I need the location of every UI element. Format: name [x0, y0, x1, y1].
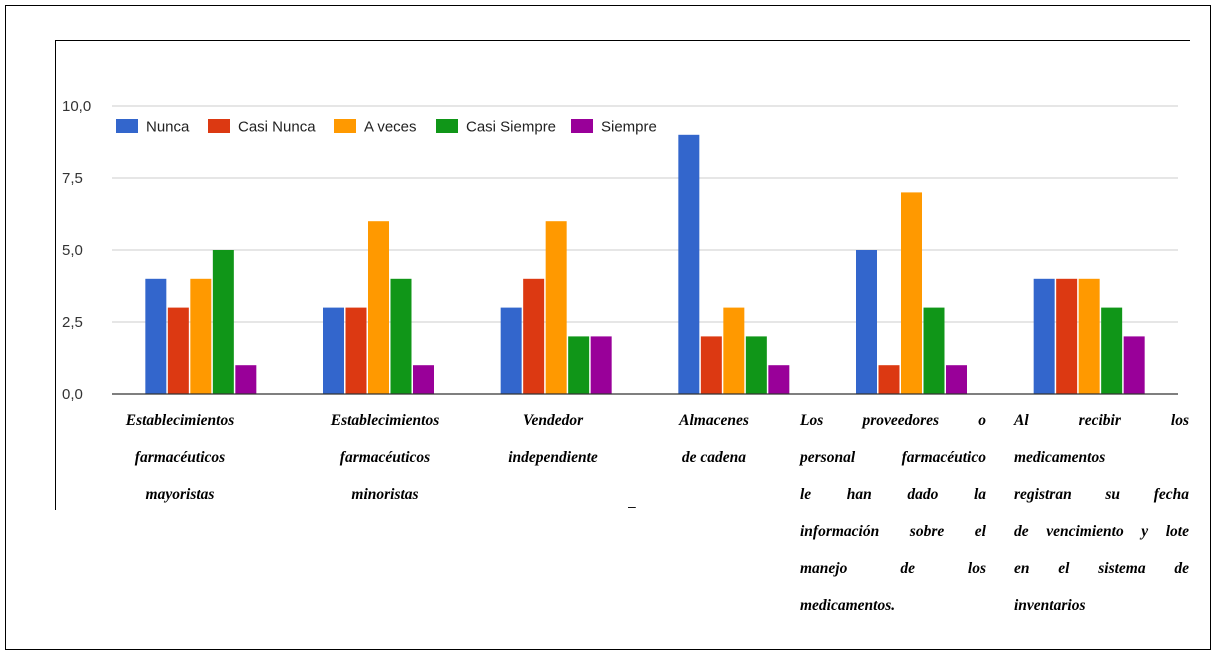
bar — [323, 307, 344, 394]
bar — [167, 307, 189, 394]
bar — [700, 336, 722, 394]
bar — [678, 134, 700, 395]
x-tick-label-line: manejo de los — [800, 560, 986, 577]
x-tick-label-line: personal farmacéutico — [800, 449, 986, 466]
bar — [1056, 278, 1078, 394]
x-tick-label-line: farmacéuticos — [339, 449, 431, 466]
x-tick-label-line: farmacéuticos — [134, 449, 226, 466]
bar — [390, 278, 412, 394]
bar — [523, 278, 545, 394]
bar — [1101, 307, 1123, 394]
x-tick-label-line: mayoristas — [145, 486, 215, 503]
legend-swatch — [208, 119, 230, 133]
x-tick-label-line: Establecimientos — [125, 412, 235, 429]
x-tick-label-line: información sobre el — [800, 523, 986, 540]
y-tick-label: 10,0 — [62, 98, 91, 115]
bar — [500, 307, 522, 394]
x-tick-label-line: en el sistema de — [1014, 560, 1189, 577]
bar — [345, 307, 367, 394]
legend-swatch — [116, 119, 138, 133]
y-tick-label: 0,0 — [62, 386, 83, 403]
x-tick-label-line: de cadena — [681, 449, 747, 466]
bar — [878, 365, 900, 394]
x-tick-label-line: Almacenes — [679, 412, 749, 429]
y-tick-label: 7,5 — [62, 170, 83, 187]
bar — [145, 278, 167, 394]
legend-label: Nunca — [146, 119, 190, 136]
legend-label: Casi Nunca — [238, 119, 316, 136]
bar — [723, 307, 745, 394]
x-tick-label-line: Establecimientos — [330, 412, 440, 429]
x-tick-label-line: minoristas — [351, 486, 419, 503]
bar — [545, 221, 567, 394]
x-tick-label-line: independiente — [508, 449, 598, 466]
bar — [212, 250, 234, 394]
bar — [1033, 278, 1055, 394]
bar — [413, 365, 434, 394]
bar — [946, 365, 967, 394]
y-tick-label: 5,0 — [62, 242, 83, 259]
outer-frame — [5, 5, 1211, 650]
x-tick-label: Almacenes de cadena — [659, 402, 769, 476]
bars — [145, 134, 1145, 395]
legend-label: Siempre — [601, 119, 657, 136]
bar — [1123, 336, 1145, 394]
chart-frame — [55, 40, 1190, 510]
x-tick-label-line: registran su fecha — [1014, 486, 1189, 503]
x-tick-label: Establecimientos farmacéuticos minoristas — [310, 402, 460, 513]
bar — [768, 365, 790, 394]
bar — [1078, 278, 1100, 394]
bar — [923, 307, 945, 394]
x-tick-label-line: Al recibir los — [1014, 412, 1189, 429]
bar — [568, 336, 590, 394]
axes: 0,0 2,5 5,0 7,5 10,0 — [62, 98, 1178, 403]
legend-label: Casi Siempre — [466, 119, 556, 136]
bar — [856, 250, 877, 394]
legend-label: A veces — [364, 119, 417, 136]
x-tick-label-line: inventarios — [1014, 597, 1086, 614]
x-tick-label-line: Los proveedores o — [800, 412, 986, 429]
y-tick-label: 2,5 — [62, 314, 83, 331]
bar — [368, 221, 389, 394]
bar — [745, 336, 767, 394]
x-tick-label-line: medicamentos. — [800, 597, 896, 614]
stray-mark: – — [628, 498, 636, 514]
x-tick-label: Los proveedores o personal farmacéutico le… — [800, 402, 986, 624]
x-tick-label: Vendedor independiente — [488, 402, 618, 476]
x-tick-label-line: medicamentos — [1014, 449, 1106, 466]
x-tick-label-line: le han dado la — [800, 486, 986, 503]
bar — [190, 278, 212, 394]
bar — [235, 365, 257, 394]
legend-swatch — [571, 119, 593, 133]
legend: Nunca Casi Nunca A veces Casi Siempre Siempr… — [116, 119, 657, 136]
gridlines — [112, 105, 1178, 323]
x-tick-label-line: Vendedor — [522, 412, 584, 429]
legend-swatch — [436, 119, 458, 133]
x-tick-label-line: de vencimiento y lote — [1014, 523, 1189, 540]
bar — [590, 336, 612, 394]
legend-swatch — [334, 119, 356, 133]
bar — [901, 192, 922, 394]
x-tick-label: Establecimientos farmacéuticos mayoristas — [105, 402, 255, 513]
x-tick-label: Al recibir los medicamentos registran su f… — [1014, 402, 1189, 624]
